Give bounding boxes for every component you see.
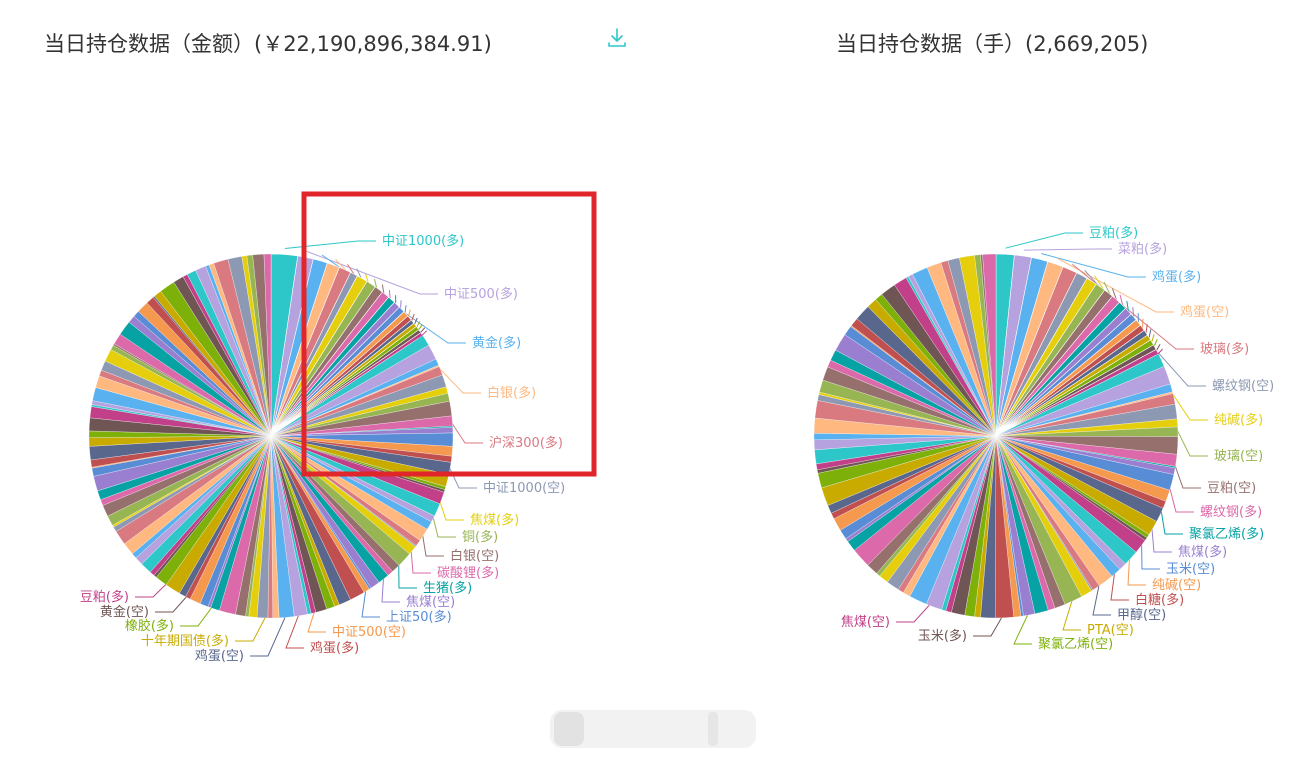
slice-label: 碳酸锂(多) [437,565,499,581]
download-icon[interactable] [605,26,629,50]
slice-label: 甲醇(空) [1117,607,1166,623]
label-leader-line [1041,253,1146,278]
slice-label: 中证500(多) [444,286,518,302]
slice-label: 鸡蛋(多) [1152,269,1201,285]
left-chart-title: 当日持仓数据（金额）(￥22,190,896,384.91) [44,32,492,56]
slice-label: 铜(多) [462,529,498,545]
slice-label: 豆粕(空) [1207,481,1256,496]
slice-label: 生猪(多) [423,580,472,596]
slice-label: 橡胶(多) [125,618,174,634]
slice-label: 玻璃(空) [1214,449,1263,464]
slice-label: PTA(空) [1087,623,1134,638]
slice-label: 纯碱(多) [1214,412,1263,428]
slice-label: 沪深300(多) [489,435,563,451]
slice-label: 螺纹钢(空) [1212,379,1274,394]
slice-label: 中证500(空) [332,625,406,640]
slice-label: 鸡蛋(空) [1180,304,1229,320]
slice-label: 白糖(多) [1135,592,1184,608]
label-leader-line [284,240,376,249]
label-leader-line [1005,232,1083,249]
slice-label: 鸡蛋(空) [195,648,244,664]
pie-slice-minor[interactable] [263,253,272,437]
slice-label: 焦煤(多) [1178,544,1227,560]
slice-label: 玉米(空) [1166,562,1215,577]
pie-chart-lots: 豆粕(多)菜粕(多) 鸡蛋(多) 鸡蛋(空) 玻璃(多) 螺纹钢(空) 纯碱(多) 玻璃(空… [813,225,1274,652]
label-leader-line [306,250,438,295]
slice-label: 聚氯乙烯(多) [1189,526,1264,542]
slice-label: 纯碱(空) [1152,578,1201,593]
slice-label: 玉米(多) [918,628,967,644]
highlight-box [301,191,597,477]
slice-label: 菜粕(多) [1118,241,1167,257]
slice-label: 聚氯乙烯(空) [1038,637,1113,652]
right-chart-title: 当日持仓数据（手）(2,669,205) [836,32,1149,56]
slice-label: 焦煤(空) [841,615,890,630]
horizontal-scrollbar[interactable] [548,708,758,750]
slice-label: 豆粕(多) [1089,225,1138,241]
slice-label: 中证1000(多) [382,233,464,249]
slice-label: 中证1000(空) [483,481,565,496]
slice-label: 焦煤(多) [470,512,519,528]
slice-label: 螺纹钢(多) [1200,504,1262,520]
slice-label: 鸡蛋(多) [310,640,359,656]
pie-slice-minor[interactable] [982,253,997,437]
label-leader-line [1023,248,1112,251]
slice-label: 白银(空) [450,548,499,564]
slice-label: 白银(多) [487,385,536,401]
slice-label: 上证50(多) [386,609,452,625]
slice-label: 焦煤(空) [406,595,455,610]
slice-label: 黄金(多) [472,335,521,351]
slice-label: 玻璃(多) [1200,341,1249,357]
slice-label: 十年期国债(多) [141,633,229,649]
pie-chart-amount: 中证1000(多) 中证500(多) 黄金(多) 白银(多) 沪深300(多) 中证100… [80,233,565,664]
slice-label: 黄金(空) [100,604,149,620]
slice-label: 豆粕(多) [80,589,129,605]
